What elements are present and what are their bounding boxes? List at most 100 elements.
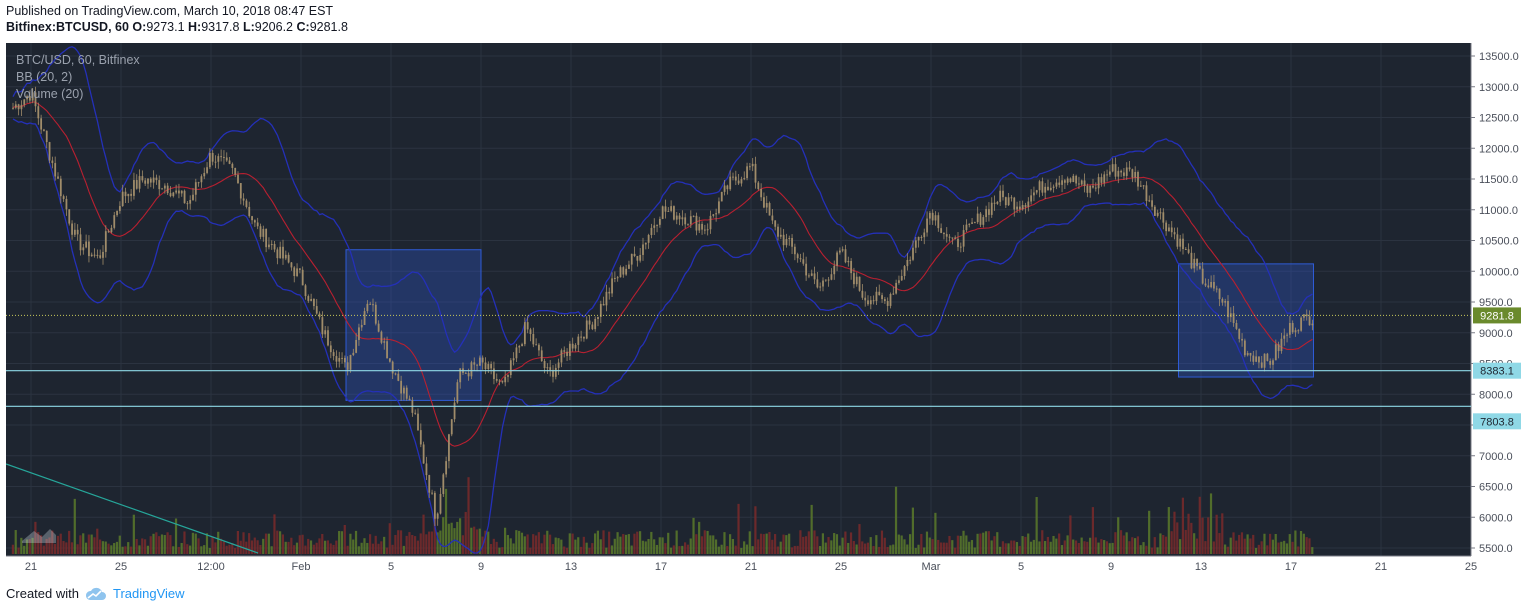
volume-bar xyxy=(1139,545,1142,554)
volume-bar xyxy=(329,543,332,554)
candle-body xyxy=(507,375,509,377)
volume-bar xyxy=(458,518,462,554)
volume-bar xyxy=(762,534,765,554)
x-tick-label: 25 xyxy=(115,561,127,573)
candle-body xyxy=(1283,335,1286,339)
volume-bar xyxy=(349,533,352,554)
candle-body xyxy=(467,373,470,377)
volume-bar xyxy=(1212,541,1215,554)
volume-bar xyxy=(211,536,214,554)
candle-body xyxy=(909,259,912,261)
candle-body xyxy=(200,176,203,183)
candle-body xyxy=(768,203,771,216)
candle-body xyxy=(774,220,777,227)
y-tick-label: 9000.0 xyxy=(1479,328,1513,340)
volume-bar xyxy=(951,540,954,554)
volume-bar xyxy=(962,530,965,554)
volume-bar xyxy=(1240,532,1244,554)
volume-bar xyxy=(799,530,802,554)
bb-upper-band xyxy=(12,46,1313,354)
volume-bar xyxy=(647,538,650,554)
candle-body xyxy=(557,362,560,368)
volume-bar xyxy=(720,544,723,554)
volume-bar xyxy=(377,543,380,554)
candle-body xyxy=(1080,180,1083,185)
candle-body xyxy=(1100,177,1103,183)
candle-body xyxy=(180,190,183,194)
volume-bar xyxy=(509,538,512,554)
volume-bar xyxy=(34,521,37,554)
watermark-shape xyxy=(22,529,56,543)
chart-area[interactable]: 13500.0 13000.0 12500.0 12000.0 11500.0 11000… xyxy=(6,43,1525,575)
candle-body xyxy=(785,239,788,246)
candle-body xyxy=(37,106,40,119)
volume-bar xyxy=(1119,530,1123,554)
volume-bar xyxy=(129,546,133,554)
volume-bar xyxy=(529,547,532,554)
candle-body xyxy=(1117,170,1120,177)
candle-body xyxy=(1027,201,1030,207)
candle-body xyxy=(1139,185,1142,187)
candle-body xyxy=(242,198,245,201)
volume-bar xyxy=(321,533,324,554)
volume-bar xyxy=(56,535,59,554)
candle-body xyxy=(982,217,985,225)
volume-bar xyxy=(551,544,554,554)
volume-bar xyxy=(866,542,869,554)
candle-body xyxy=(40,118,43,130)
volume-bar xyxy=(174,518,178,554)
volume-bar xyxy=(259,544,262,554)
volume-bar xyxy=(518,530,521,554)
candle-body xyxy=(791,238,793,247)
volume-bar xyxy=(456,521,459,554)
volume-bar xyxy=(768,532,771,554)
volume-bar xyxy=(113,543,116,554)
candle-body xyxy=(782,234,785,246)
volume-bar xyxy=(394,534,397,554)
candle-body xyxy=(1218,288,1221,300)
candle-body xyxy=(661,206,664,219)
y-tick-label: 10000.0 xyxy=(1479,266,1519,278)
tradingview-link[interactable]: TradingView xyxy=(85,586,185,601)
volume-bar xyxy=(1131,537,1134,554)
volume-bar xyxy=(655,544,659,554)
volume-bar xyxy=(31,537,34,554)
candle-body xyxy=(824,279,827,281)
volume-bar xyxy=(743,541,746,554)
candle-body xyxy=(1153,206,1156,216)
y-tick-label: 10500.0 xyxy=(1479,236,1519,248)
volume-bar xyxy=(135,538,138,554)
candle-body xyxy=(1061,180,1063,185)
candle-body xyxy=(1131,169,1134,178)
volume-bar xyxy=(1311,547,1314,554)
candle-body xyxy=(605,291,608,306)
candle-body xyxy=(917,236,920,241)
candle-body xyxy=(403,387,405,394)
candle-body xyxy=(270,244,273,246)
volume-bar xyxy=(1049,541,1052,554)
candle-body xyxy=(183,190,186,204)
volume-bar xyxy=(608,531,611,554)
candle-body xyxy=(296,268,298,277)
price-chart[interactable]: 13500.0 13000.0 12500.0 12000.0 11500.0 11000… xyxy=(6,43,1525,575)
volume-bar xyxy=(1252,534,1255,554)
volume-bar xyxy=(1223,544,1227,554)
volume-bar xyxy=(436,532,439,554)
volume-bar xyxy=(132,514,135,554)
volume-bar xyxy=(1215,514,1218,554)
volume-bar xyxy=(1297,546,1300,554)
candle-body xyxy=(290,262,293,268)
volume-bar xyxy=(835,534,839,554)
candle-body xyxy=(1103,174,1106,183)
volume-bar xyxy=(1086,541,1089,554)
volume-bar xyxy=(588,547,591,554)
candle-body xyxy=(540,350,543,362)
volume-bar xyxy=(366,542,369,554)
volume-bar xyxy=(28,539,31,554)
candle-body xyxy=(110,227,113,233)
volume-bar xyxy=(841,537,844,554)
candle-body xyxy=(1004,197,1007,206)
volume-bar xyxy=(1027,533,1030,554)
volume-bar xyxy=(1184,529,1187,554)
volume-bar xyxy=(880,530,884,554)
